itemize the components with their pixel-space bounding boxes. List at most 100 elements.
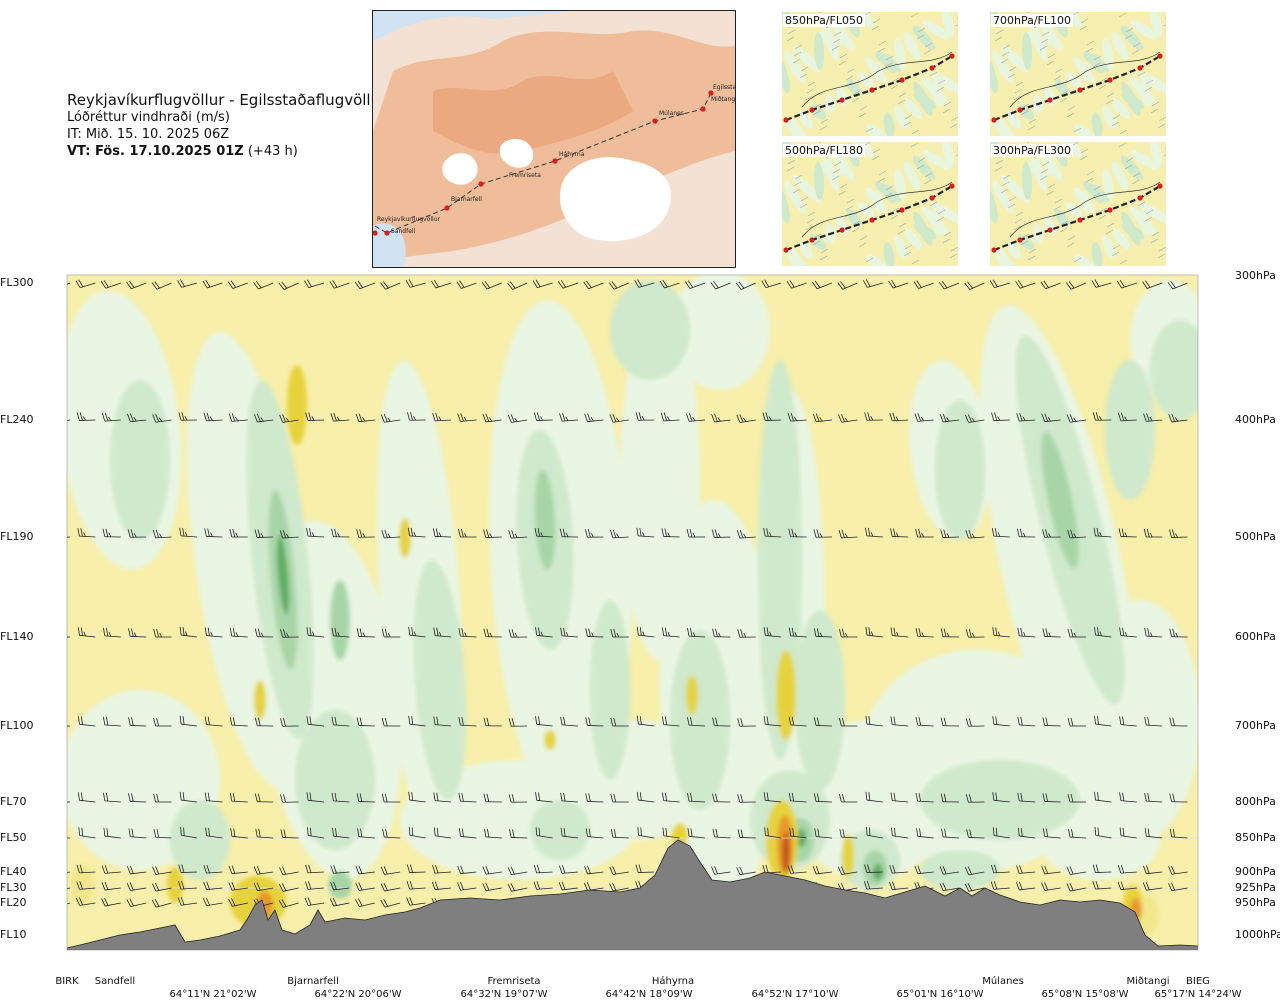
wind-barb — [507, 883, 528, 892]
wind-barb — [608, 281, 629, 290]
wind-barb — [67, 871, 71, 876]
wind-barb — [1040, 280, 1061, 290]
vertical-velocity-contour — [842, 834, 854, 878]
wind-barb — [78, 827, 96, 839]
wind-barb — [992, 716, 1010, 727]
vertical-velocity-contour — [110, 380, 170, 540]
wind-barb — [737, 794, 756, 803]
wind-barb — [609, 414, 629, 423]
wind-barb — [635, 864, 655, 873]
wind-barb — [788, 528, 807, 538]
vertical-velocity-contour — [413, 560, 467, 800]
vertical-velocity-contour — [1041, 431, 1079, 569]
wind-barb — [965, 718, 985, 727]
wind-barb — [103, 827, 121, 839]
wind-barb — [914, 413, 934, 422]
vertical-velocity-contour — [920, 760, 1080, 840]
vertical-velocity-contour — [672, 823, 688, 847]
thumbnail-label: 700hPa/FL100 — [991, 14, 1074, 27]
wind-barb — [813, 717, 833, 727]
pressure-level-label: 500hPa — [1235, 530, 1276, 543]
wind-barb — [101, 897, 121, 907]
map-glacier-central — [499, 138, 534, 168]
wind-barb — [559, 412, 579, 422]
wind-barb — [1042, 828, 1061, 839]
wind-barb — [559, 528, 579, 538]
thumbnail-label: 500hPa/FL180 — [783, 144, 866, 157]
wind-barb — [1117, 864, 1137, 874]
wind-barb — [408, 715, 426, 727]
wind-barb — [179, 527, 198, 538]
wind-barb — [1144, 792, 1163, 803]
wind-barb — [331, 716, 350, 727]
wind-barb — [1119, 792, 1137, 803]
wind-barb — [331, 528, 350, 538]
wind-barb — [179, 715, 198, 727]
vertical-velocity-contour — [70, 865, 94, 905]
wind-barb — [332, 827, 350, 839]
wind-barb — [458, 627, 477, 638]
wind-barb — [204, 627, 223, 638]
route-coordinate-label: 64°22'N 20°06'W — [314, 989, 402, 1000]
pressure-level-label: 700hPa — [1235, 719, 1276, 732]
wind-barb — [458, 528, 477, 538]
wind-barb — [127, 529, 147, 538]
wind-barb — [534, 527, 553, 538]
wind-barb — [1042, 793, 1061, 803]
wind-barb — [992, 627, 1010, 638]
wind-barb — [152, 882, 172, 892]
wind-barb — [787, 412, 807, 422]
wind-barb — [152, 414, 172, 423]
wind-barb — [126, 280, 147, 290]
wind-barb — [381, 628, 401, 638]
wind-barb — [457, 413, 477, 422]
wind-barb — [1168, 882, 1188, 892]
wind-barb — [433, 716, 452, 727]
wind-barb — [305, 412, 325, 421]
wind-barb — [178, 864, 198, 873]
route-line — [374, 92, 712, 234]
wind-barb — [254, 628, 274, 638]
wind-barb — [203, 864, 223, 874]
route-point-label: Miðtangi — [711, 96, 735, 103]
wind-barb — [837, 281, 858, 290]
level-thumbnail: 500hPa/FL180 — [782, 142, 958, 266]
issue-time: IT: Mið. 15. 10. 2025 06Z — [67, 127, 230, 142]
wind-barb — [864, 412, 883, 421]
route-point-label: Bjarnarfell — [451, 196, 482, 203]
wind-barb — [915, 528, 934, 538]
wind-barb — [1094, 715, 1112, 727]
wind-barb — [307, 827, 325, 839]
wind-barb — [433, 827, 452, 839]
wind-barb — [483, 628, 502, 638]
wind-barb — [991, 864, 1010, 874]
route-point-label: Múlanes — [659, 110, 684, 117]
wind-barb — [560, 827, 579, 839]
wind-barb — [153, 717, 172, 727]
wind-barb — [280, 829, 299, 839]
wind-barb — [812, 413, 833, 423]
wind-barb — [1142, 280, 1163, 289]
wind-barb — [67, 725, 71, 727]
wind-barb — [101, 865, 121, 874]
wind-barb — [610, 717, 629, 727]
level-thumbnail: 850hPa/FL050 — [782, 12, 958, 136]
wind-barb — [1143, 865, 1163, 875]
vertical-velocity-contour — [670, 275, 770, 390]
pressure-level-label: 1000hPa — [1235, 928, 1280, 941]
wind-barb — [687, 627, 706, 638]
route-place-label: Múlanes — [982, 976, 1024, 987]
wind-barb — [711, 866, 731, 875]
wind-barb — [964, 866, 985, 876]
wind-barb — [203, 412, 223, 422]
wind-barb — [585, 828, 604, 839]
wind-barb — [77, 627, 96, 638]
wind-barb — [764, 827, 782, 839]
wind-barb — [610, 828, 629, 839]
wind-barb — [380, 414, 401, 423]
wind-barb — [736, 414, 756, 423]
wind-barb — [763, 527, 782, 538]
wind-barb — [838, 414, 858, 423]
wind-barb — [279, 529, 299, 539]
wind-barb — [865, 527, 883, 538]
